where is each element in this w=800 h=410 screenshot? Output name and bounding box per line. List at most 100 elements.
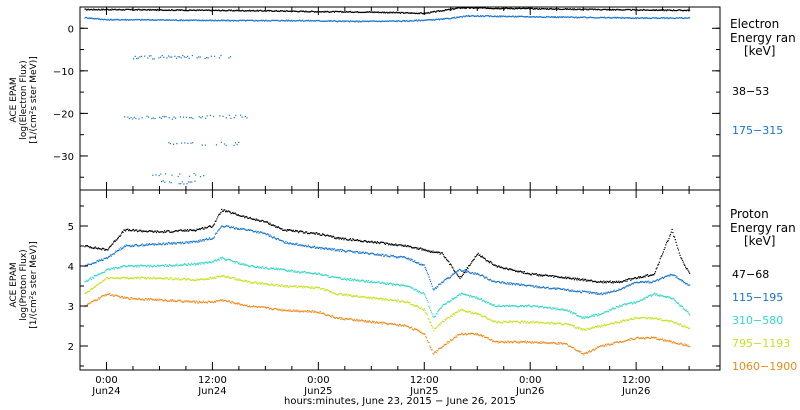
data-point bbox=[206, 9, 208, 11]
data-point bbox=[333, 292, 335, 294]
data-point bbox=[504, 282, 506, 284]
data-point bbox=[537, 305, 539, 307]
data-point bbox=[575, 278, 577, 280]
data-point bbox=[660, 256, 662, 258]
data-point bbox=[170, 9, 172, 12]
data-point bbox=[437, 10, 439, 12]
dropout-point bbox=[137, 57, 139, 59]
data-point bbox=[380, 254, 382, 256]
data-point bbox=[683, 9, 685, 11]
data-point bbox=[465, 294, 467, 296]
data-point bbox=[91, 17, 93, 19]
data-point bbox=[139, 19, 141, 21]
data-point bbox=[253, 20, 255, 22]
data-point bbox=[266, 20, 268, 22]
data-point bbox=[216, 275, 218, 277]
data-point bbox=[143, 19, 145, 21]
data-point bbox=[682, 307, 684, 309]
data-point bbox=[349, 239, 351, 241]
data-point bbox=[596, 314, 598, 316]
data-point bbox=[615, 9, 617, 11]
data-point bbox=[267, 306, 269, 308]
data-point bbox=[192, 300, 194, 302]
data-point bbox=[679, 254, 681, 256]
data-point bbox=[226, 275, 228, 277]
data-point bbox=[294, 10, 296, 12]
data-point bbox=[399, 255, 401, 257]
data-point bbox=[201, 261, 203, 264]
data-point bbox=[94, 261, 96, 264]
data-point bbox=[372, 241, 374, 243]
data-point bbox=[523, 322, 525, 324]
data-point bbox=[517, 7, 519, 9]
data-point bbox=[310, 272, 312, 274]
data-point bbox=[565, 289, 568, 291]
data-point bbox=[169, 243, 171, 245]
data-point bbox=[197, 241, 199, 243]
data-point bbox=[141, 243, 143, 245]
data-point bbox=[589, 327, 591, 329]
data-point bbox=[590, 291, 592, 294]
data-point bbox=[642, 276, 645, 278]
data-point bbox=[204, 262, 206, 264]
data-point bbox=[250, 282, 252, 284]
data-point bbox=[287, 270, 289, 272]
data-point bbox=[136, 231, 138, 233]
data-point bbox=[236, 9, 238, 11]
data-point bbox=[227, 301, 229, 303]
data-point bbox=[418, 19, 421, 21]
data-point bbox=[379, 11, 381, 13]
data-point bbox=[203, 302, 205, 304]
data-point bbox=[679, 305, 681, 307]
data-point bbox=[610, 17, 612, 19]
data-point bbox=[105, 257, 108, 259]
data-point bbox=[207, 239, 209, 241]
data-point bbox=[482, 15, 484, 17]
data-point bbox=[665, 17, 667, 19]
data-point bbox=[202, 227, 204, 229]
data-point bbox=[212, 19, 214, 22]
data-point bbox=[658, 17, 660, 19]
data-point bbox=[646, 17, 648, 19]
data-point bbox=[255, 219, 257, 222]
data-point bbox=[647, 317, 649, 319]
data-point bbox=[290, 242, 292, 244]
data-point bbox=[275, 226, 278, 228]
data-point bbox=[387, 282, 389, 284]
data-point bbox=[99, 18, 101, 20]
data-point bbox=[334, 10, 336, 12]
data-point bbox=[339, 237, 341, 239]
data-point bbox=[650, 294, 652, 296]
data-point bbox=[653, 9, 655, 11]
data-point bbox=[639, 17, 641, 19]
data-point bbox=[453, 8, 455, 10]
data-point bbox=[583, 290, 585, 292]
data-point bbox=[515, 320, 517, 322]
data-point bbox=[612, 17, 614, 19]
data-point bbox=[171, 9, 173, 11]
data-point bbox=[428, 305, 430, 307]
data-point bbox=[331, 276, 333, 278]
data-point bbox=[515, 15, 517, 17]
data-point bbox=[163, 19, 166, 21]
data-point bbox=[221, 19, 223, 21]
data-point bbox=[309, 272, 311, 274]
dropout-point bbox=[187, 55, 189, 57]
data-point bbox=[120, 9, 122, 11]
data-point bbox=[391, 299, 394, 302]
data-point bbox=[498, 320, 500, 322]
data-point bbox=[474, 272, 476, 274]
data-point bbox=[654, 317, 657, 319]
data-point bbox=[180, 265, 182, 267]
data-point bbox=[264, 282, 266, 284]
data-point bbox=[231, 300, 233, 302]
data-point bbox=[626, 9, 628, 11]
data-point bbox=[153, 277, 155, 279]
data-point bbox=[462, 270, 464, 272]
data-point bbox=[547, 8, 549, 10]
data-point bbox=[458, 276, 460, 278]
data-point bbox=[342, 237, 344, 239]
data-point bbox=[505, 16, 507, 18]
data-point bbox=[129, 9, 131, 11]
